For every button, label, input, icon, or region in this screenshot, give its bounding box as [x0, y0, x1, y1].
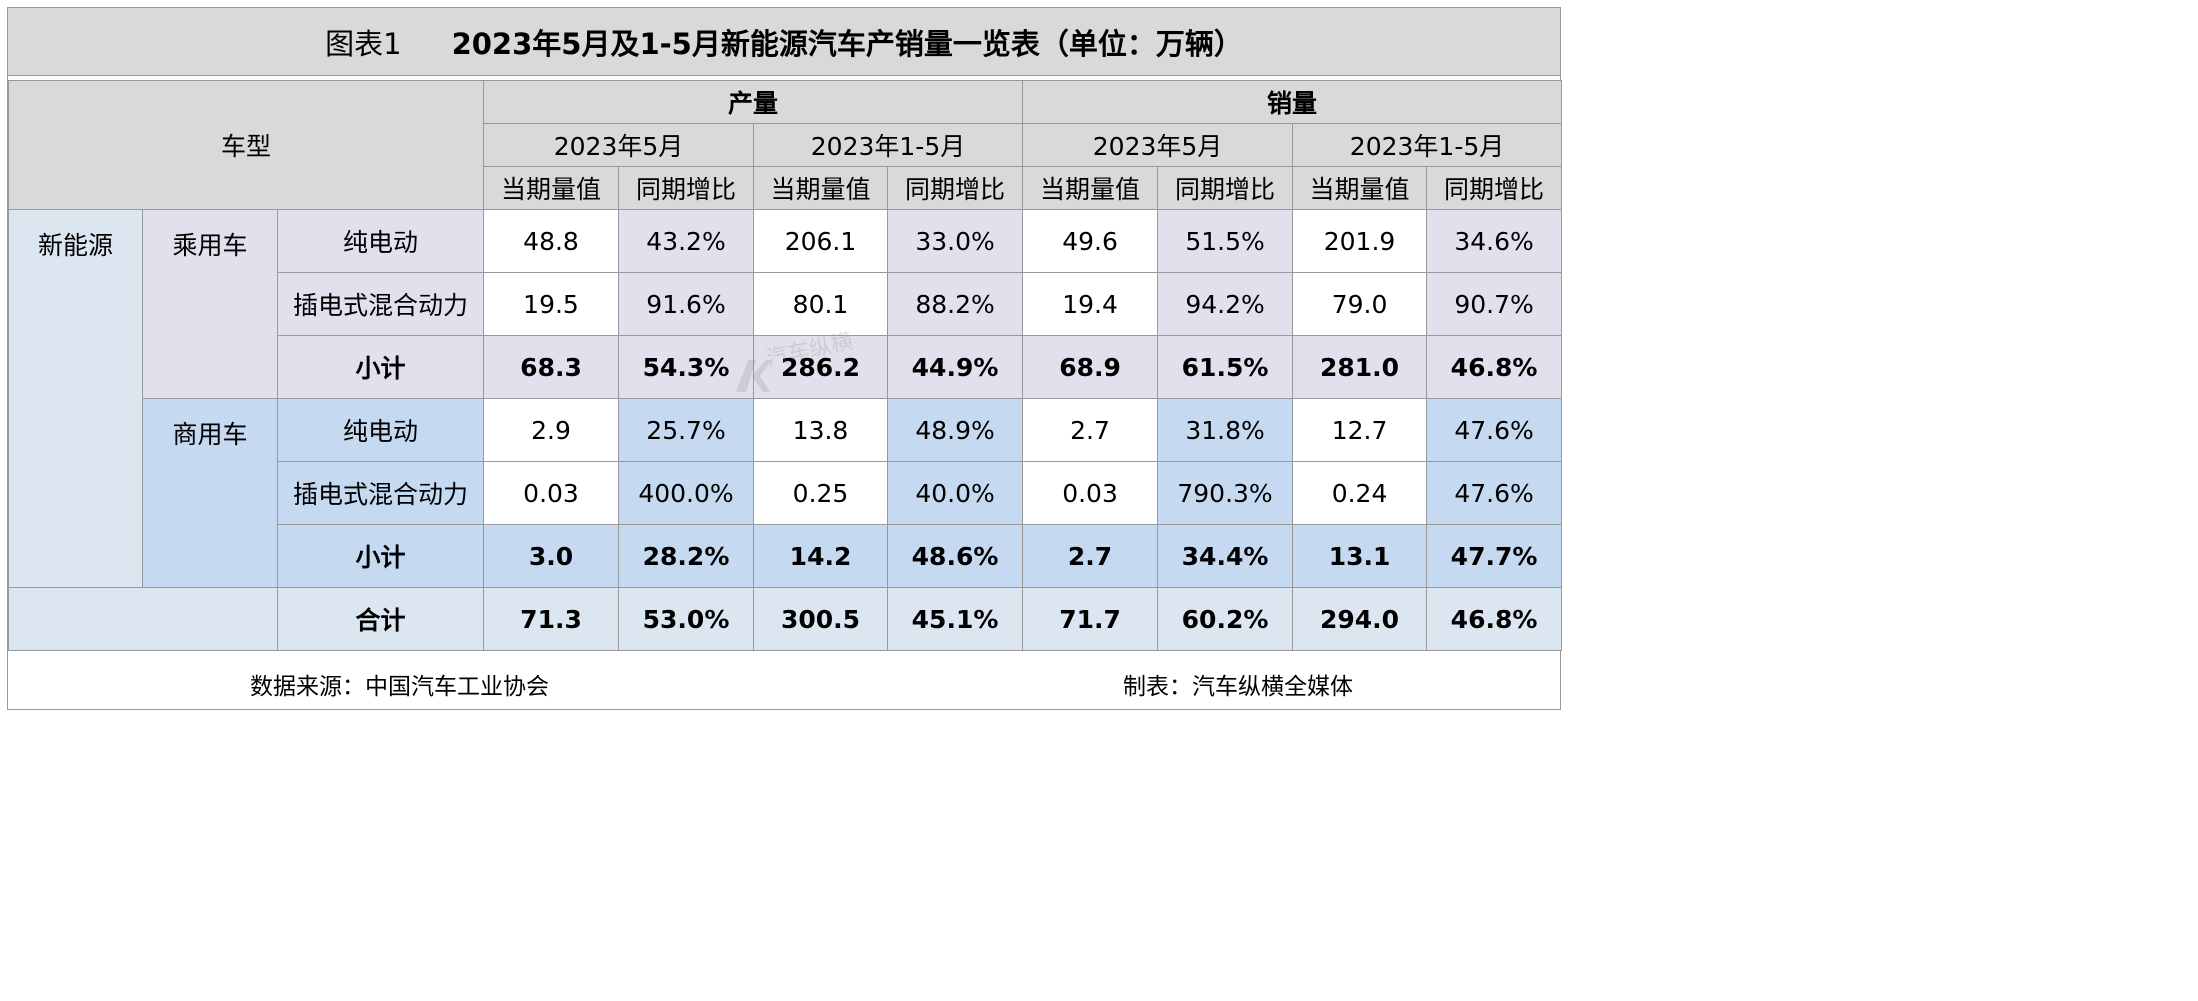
table-cell: 88.2%: [887, 272, 1024, 336]
row-label: 小计: [276, 524, 485, 588]
table-cell: 60.2%: [1157, 587, 1294, 651]
table-cell: 12.7: [1292, 398, 1428, 462]
metric-header: 当期量值: [483, 166, 620, 210]
table-maker: 制表：汽车纵横全媒体: [1123, 674, 1353, 700]
table-cell: 400.0%: [618, 461, 755, 525]
row-label: 小计: [276, 335, 485, 399]
category-cell: 新能源: [8, 209, 143, 588]
sales-header: 销量: [1022, 80, 1563, 124]
table-cell: 19.4: [1022, 272, 1159, 336]
table-cell: 44.9%: [887, 335, 1024, 399]
table-cell: 61.5%: [1157, 335, 1294, 399]
table-cell: 43.2%: [618, 209, 755, 273]
table-cell: 34.4%: [1157, 524, 1294, 588]
production-header: 产量: [483, 80, 1024, 124]
table-row: 插电式混合动力 0.03 400.0% 0.25 40.0% 0.03 790.…: [9, 461, 1563, 525]
row-label: 合计: [276, 587, 485, 651]
table-cell: 68.3: [483, 335, 620, 399]
table-cell: 33.0%: [887, 209, 1024, 273]
metric-header: 当期量值: [1022, 166, 1159, 210]
table-cell: 79.0: [1292, 272, 1428, 336]
data-source: 数据来源：中国汽车工业协会: [250, 674, 549, 700]
table-cell: 34.6%: [1426, 209, 1563, 273]
table-cell: 71.7: [1022, 587, 1159, 651]
metric-header: 同期增比: [618, 166, 755, 210]
table-cell: 14.2: [753, 524, 889, 588]
period-header: 2023年1-5月: [753, 123, 1024, 167]
data-table: 车型 产量 销量 2023年5月 2023年1-5月 2023年5月 2023年…: [7, 80, 1563, 651]
table-cell: 31.8%: [1157, 398, 1294, 462]
table-cell: 94.2%: [1157, 272, 1294, 336]
table-cell: 13.8: [753, 398, 889, 462]
table-cell: 0.03: [1022, 461, 1159, 525]
table-cell: 45.1%: [887, 587, 1024, 651]
table-frame: 图表1 2023年5月及1-5月新能源汽车产销量一览表（单位：万辆） 车型 产量…: [7, 7, 1563, 711]
table-cell: 201.9: [1292, 209, 1428, 273]
table-cell: 53.0%: [618, 587, 755, 651]
table-cell: 286.2: [753, 335, 889, 399]
table-cell: 71.3: [483, 587, 620, 651]
table-cell: 47.7%: [1426, 524, 1563, 588]
table-cell: 28.2%: [618, 524, 755, 588]
table-cell: 48.9%: [887, 398, 1024, 462]
table-row: 插电式混合动力 19.5 91.6% 80.1 88.2% 19.4 94.2%…: [9, 272, 1563, 336]
metric-header: 同期增比: [1157, 166, 1294, 210]
table-row: 小计 68.3 54.3% 286.2 44.9% 68.9 61.5% 281…: [9, 335, 1563, 399]
table-cell: 294.0: [1292, 587, 1428, 651]
table-cell: 300.5: [753, 587, 889, 651]
row-label: 插电式混合动力: [276, 272, 485, 336]
table-cell: 46.8%: [1426, 335, 1563, 399]
table-cell: 48.8: [483, 209, 620, 273]
table-row: 合计 71.3 53.0% 300.5 45.1% 71.7 60.2% 294…: [8, 587, 1563, 651]
metric-header: 当期量值: [1292, 166, 1428, 210]
vehicle-type-header: 车型: [7, 80, 485, 210]
figure-number: 图表1: [325, 26, 402, 61]
period-header: 2023年5月: [1022, 123, 1294, 167]
table-title: 图表1 2023年5月及1-5月新能源汽车产销量一览表（单位：万辆）: [8, 8, 1560, 76]
table-cell: 47.6%: [1426, 398, 1563, 462]
table-cell: 13.1: [1292, 524, 1428, 588]
table-cell: 80.1: [753, 272, 889, 336]
row-label: 插电式混合动力: [276, 461, 485, 525]
table-footer: 数据来源：中国汽车工业协会 制表：汽车纵横全媒体: [8, 649, 1560, 711]
table-row: 新能源 乘用车 纯电动 48.8 43.2% 206.1 33.0% 49.6 …: [8, 209, 1563, 588]
table-row: 小计 3.0 28.2% 14.2 48.6% 2.7 34.4% 13.1 4…: [9, 524, 1563, 588]
table-cell: 91.6%: [618, 272, 755, 336]
period-header: 2023年1-5月: [1292, 123, 1563, 167]
table-cell: 3.0: [483, 524, 620, 588]
period-header: 2023年5月: [483, 123, 755, 167]
table-cell: 54.3%: [618, 335, 755, 399]
table-cell: 2.9: [483, 398, 620, 462]
metric-header: 同期增比: [887, 166, 1024, 210]
table-cell: 46.8%: [1426, 587, 1563, 651]
table-cell: 0.24: [1292, 461, 1428, 525]
commercial-cell: 商用车: [142, 398, 278, 588]
table-cell: 281.0: [1292, 335, 1428, 399]
table-cell: 90.7%: [1426, 272, 1563, 336]
table-cell: 48.6%: [887, 524, 1024, 588]
table-cell: 47.6%: [1426, 461, 1563, 525]
table-cell: 2.7: [1022, 524, 1159, 588]
table-cell: 40.0%: [887, 461, 1024, 525]
table-cell: 206.1: [753, 209, 889, 273]
metric-header: 同期增比: [1426, 166, 1563, 210]
table-cell: 790.3%: [1157, 461, 1294, 525]
total-blank: [8, 587, 278, 651]
table-cell: 49.6: [1022, 209, 1159, 273]
table-cell: 0.25: [753, 461, 889, 525]
row-label: 纯电动: [276, 209, 485, 273]
title-text: 2023年5月及1-5月新能源汽车产销量一览表（单位：万辆）: [451, 26, 1243, 61]
table-cell: 25.7%: [618, 398, 755, 462]
table-cell: 68.9: [1022, 335, 1159, 399]
passenger-cell: 乘用车: [142, 209, 278, 399]
table-cell: 0.03: [483, 461, 620, 525]
table-cell: 19.5: [483, 272, 620, 336]
table-cell: 51.5%: [1157, 209, 1294, 273]
table-cell: 2.7: [1022, 398, 1159, 462]
table-row: 商用车 纯电动 2.9 25.7% 13.8 48.9% 2.7 31.8% 1…: [9, 398, 1563, 588]
row-label: 纯电动: [276, 398, 485, 462]
metric-header: 当期量值: [753, 166, 889, 210]
